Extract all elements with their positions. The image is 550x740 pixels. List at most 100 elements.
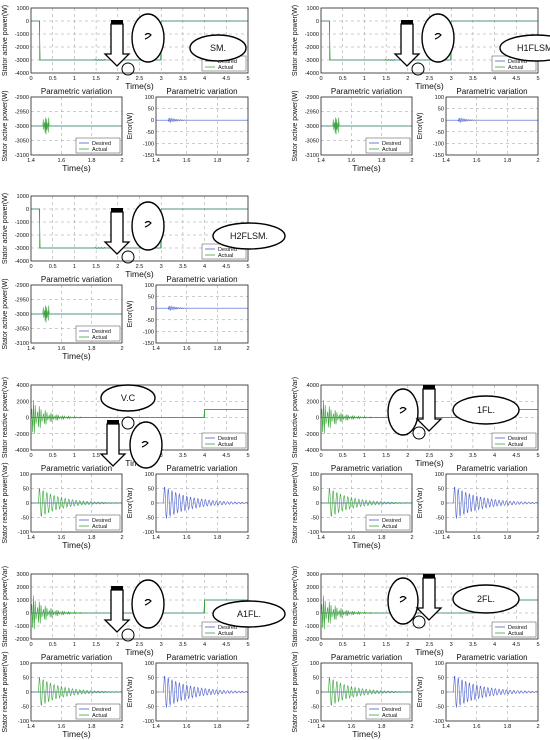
y-tick-label: 0	[316, 501, 319, 507]
y-tick-label: -100	[18, 530, 29, 536]
x-tick-label: 4	[203, 453, 206, 459]
y-tick-label: 50	[23, 676, 29, 682]
error-panel: 1.4 1.6 1.8 2 100 50 0 -50 -100 -150 Error(W) Param…	[127, 87, 250, 164]
y-tick-label: 0	[26, 690, 29, 696]
y-axis-label: Stator reactive power(Var)	[2, 651, 9, 732]
annotation: H1FLSM.	[393, 13, 550, 76]
y-tick-label: -50	[311, 705, 319, 711]
y-tick-label: 0	[26, 416, 29, 422]
series-actual-line	[321, 677, 412, 706]
error-panel: 1.4 1.6 1.8 2 100 50 0 -50 -100 Error(Var) Paramet…	[417, 653, 540, 730]
x-tick-label: 4	[203, 264, 206, 270]
label-ellipse	[499, 34, 550, 62]
x-tick-label: 1.4	[317, 535, 325, 541]
method-label: A1FL.	[237, 609, 261, 619]
x-tick-label: 4.5	[512, 642, 520, 648]
y-tick-label: -2900	[15, 95, 29, 101]
y-tick-label: -1000	[305, 32, 319, 38]
x-tick-label: 1.4	[27, 346, 35, 352]
legend-label-actual: Actual	[92, 147, 107, 153]
error-line	[446, 117, 538, 124]
x-tick-label: 0	[319, 453, 322, 459]
x-tick-label: 1.8	[503, 724, 511, 730]
y-axis-label: Stator reactive power(Var)	[292, 651, 299, 732]
plot-frame	[30, 7, 249, 74]
x-tick-label: 2	[246, 724, 249, 730]
y-tick-label: -100	[18, 719, 29, 725]
legend-label-actual: Actual	[92, 524, 107, 530]
y-tick-label: -50	[146, 318, 154, 324]
x-tick-label: 3.5	[179, 642, 187, 648]
method-label: SM.	[210, 43, 226, 53]
y-tick-label: -2000	[15, 637, 29, 643]
error-line	[446, 675, 539, 708]
x-tick-label: 1.4	[317, 724, 325, 730]
label-ellipse	[212, 600, 286, 628]
x-tick-label: 1.6	[347, 724, 355, 730]
y-axis-label: Error(W)	[127, 113, 134, 140]
x-axis-label: Time(s)	[62, 729, 91, 739]
x-tick-label: 0.5	[49, 264, 57, 270]
y-tick-label: -50	[436, 130, 444, 136]
x-tick-label: 2	[116, 642, 119, 648]
zoom-panel: 1.4 1.6 1.8 2 -2900 -2950 -3000 -3050 -3100 Time(…	[2, 87, 124, 173]
x-tick-label: 2	[536, 535, 539, 541]
y-tick-label: 50	[148, 107, 154, 113]
panel-title: Parametric variation	[331, 87, 402, 96]
x-tick-label: 1	[363, 642, 366, 648]
zoom-circle	[121, 628, 135, 642]
y-tick-label: 100	[310, 661, 319, 667]
plot-frame	[155, 473, 249, 533]
x-tick-label: 1	[363, 76, 366, 82]
x-tick-label: 1	[73, 264, 76, 270]
x-tick-label: 3.5	[179, 76, 187, 82]
y-tick-label: 0	[441, 118, 444, 124]
y-tick-label: -3100	[15, 153, 29, 159]
x-tick-label: 4	[493, 453, 496, 459]
x-axis-label: Time(s)	[415, 458, 444, 468]
x-tick-label: 1.4	[442, 535, 450, 541]
zoom-circle	[121, 250, 135, 264]
x-tick-label: 3	[160, 264, 163, 270]
y-tick-label: -50	[21, 516, 29, 522]
x-tick-label: 1.6	[57, 535, 65, 541]
plot-frame	[30, 662, 123, 722]
y-tick-label: -3000	[15, 246, 29, 252]
x-tick-label: 5	[536, 76, 539, 82]
x-axis-label: Time(s)	[352, 729, 381, 739]
x-tick-label: 1.4	[152, 346, 160, 352]
y-tick-label: 2000	[307, 585, 319, 591]
plot-frame	[155, 662, 249, 722]
y-tick-label: 2000	[307, 399, 319, 405]
y-tick-label: -50	[311, 516, 319, 522]
plot-frame	[155, 96, 249, 156]
y-axis-label: Error(Var)	[417, 677, 424, 708]
x-tick-label: 2	[120, 535, 123, 541]
series-actual-line	[321, 20, 538, 62]
y-tick-label: 50	[438, 107, 444, 113]
x-tick-label: 1.5	[92, 453, 100, 459]
y-tick-label: -4000	[15, 259, 29, 265]
y-tick-label: 1000	[307, 598, 319, 604]
x-axis-label: Time(s)	[125, 269, 154, 279]
x-tick-label: 1.4	[317, 158, 325, 164]
x-tick-label: 1.8	[503, 158, 511, 164]
legend-label-desired: Desired	[92, 707, 111, 713]
zoom-panel: 1.4 1.6 1.8 2 -2900 -2950 -3000 -3050 -3100 Time(…	[292, 87, 414, 173]
y-tick-label: 50	[313, 487, 319, 493]
y-tick-label: -3000	[15, 58, 29, 64]
x-tick-label: 1.4	[27, 158, 35, 164]
x-tick-label: 4.5	[222, 642, 230, 648]
y-tick-label: -150	[143, 153, 154, 159]
x-tick-label: 2	[536, 724, 539, 730]
label-ellipse	[212, 222, 286, 250]
x-tick-label: 2.5	[136, 642, 144, 648]
zoom-circle	[411, 62, 425, 76]
x-tick-label: 3.5	[179, 264, 187, 270]
x-tick-label: 1.6	[57, 724, 65, 730]
legend-label-desired: Desired	[218, 247, 237, 253]
y-tick-label: -100	[433, 141, 444, 147]
y-tick-label: 100	[435, 95, 444, 101]
